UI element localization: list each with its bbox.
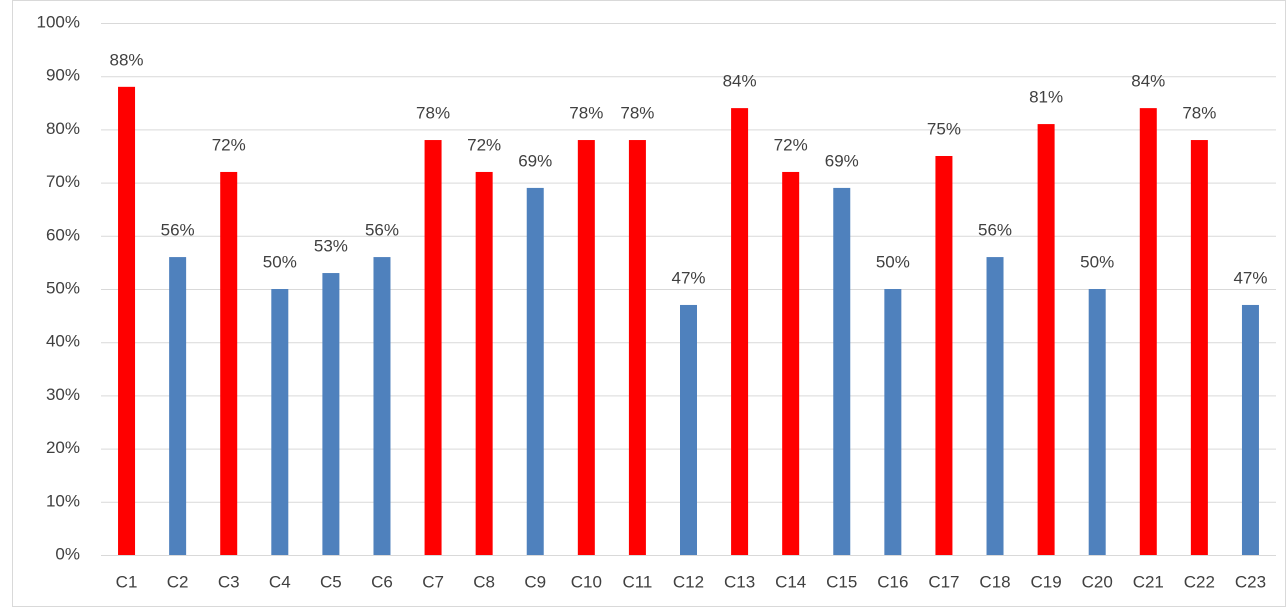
y-tick-label: 40% bbox=[46, 332, 80, 351]
bar bbox=[322, 273, 340, 555]
bar bbox=[1190, 140, 1208, 556]
x-tick-label: C18 bbox=[979, 572, 1010, 591]
x-tick-label: C17 bbox=[928, 572, 959, 591]
bar bbox=[628, 140, 646, 556]
x-tick-label: C11 bbox=[622, 572, 652, 591]
data-label: 78% bbox=[620, 104, 654, 123]
y-tick-label: 0% bbox=[55, 544, 80, 563]
bar bbox=[680, 304, 697, 555]
bar bbox=[884, 289, 902, 555]
bar bbox=[526, 187, 544, 556]
bar bbox=[986, 257, 1004, 555]
x-tick-label: C15 bbox=[826, 572, 857, 591]
x-tick-label: C7 bbox=[422, 572, 444, 591]
data-label: 78% bbox=[1182, 104, 1216, 123]
bar bbox=[169, 257, 187, 555]
y-tick-label: 30% bbox=[46, 385, 80, 404]
data-label: 88% bbox=[110, 50, 144, 69]
x-tick-label: C5 bbox=[320, 572, 342, 591]
x-tick-label: C16 bbox=[877, 572, 908, 591]
data-label: 78% bbox=[569, 104, 603, 123]
data-label: 72% bbox=[467, 135, 501, 154]
x-tick-label: C19 bbox=[1031, 572, 1062, 591]
y-tick-label: 10% bbox=[46, 491, 80, 510]
y-tick-label: 50% bbox=[46, 278, 80, 297]
data-label: 84% bbox=[723, 72, 757, 91]
y-tick-label: 80% bbox=[46, 119, 80, 138]
data-label: 69% bbox=[518, 151, 552, 170]
bar bbox=[220, 171, 238, 555]
bar bbox=[1241, 304, 1259, 555]
bar bbox=[271, 289, 289, 555]
bar bbox=[1037, 124, 1055, 555]
y-tick-label: 20% bbox=[46, 438, 80, 457]
x-tick-label: C2 bbox=[167, 572, 189, 591]
y-tick-label: 70% bbox=[46, 172, 80, 191]
x-tick-label: C13 bbox=[724, 572, 755, 591]
bar bbox=[118, 86, 136, 555]
y-tick-label: 90% bbox=[46, 66, 80, 85]
x-tick-label: C12 bbox=[673, 572, 704, 591]
bar bbox=[424, 140, 442, 556]
data-label: 81% bbox=[1029, 88, 1063, 107]
data-label: 78% bbox=[416, 104, 450, 123]
data-label: 47% bbox=[671, 268, 705, 287]
x-tick-label: C1 bbox=[116, 572, 138, 591]
data-label: 56% bbox=[161, 221, 195, 240]
x-tick-label: C9 bbox=[524, 572, 546, 591]
x-tick-label: C14 bbox=[775, 572, 806, 591]
x-tick-label: C10 bbox=[571, 572, 602, 591]
data-label: 50% bbox=[263, 252, 297, 271]
x-tick-label: C22 bbox=[1184, 572, 1215, 591]
bar bbox=[373, 257, 391, 555]
data-label: 72% bbox=[774, 135, 808, 154]
data-label: 69% bbox=[825, 151, 859, 170]
chart-border bbox=[12, 0, 1286, 607]
data-label: 47% bbox=[1233, 268, 1267, 287]
data-label: 84% bbox=[1131, 72, 1165, 91]
bar bbox=[1088, 289, 1106, 555]
x-tick-label: C20 bbox=[1082, 572, 1113, 591]
bar bbox=[475, 171, 493, 555]
bar bbox=[833, 187, 851, 556]
data-label: 56% bbox=[978, 221, 1012, 240]
data-label: 50% bbox=[1080, 252, 1114, 271]
bar bbox=[1139, 108, 1157, 556]
x-tick-label: C21 bbox=[1133, 572, 1164, 591]
bar bbox=[731, 108, 749, 556]
data-label: 72% bbox=[212, 135, 246, 154]
x-tick-label: C23 bbox=[1235, 572, 1266, 591]
bar bbox=[577, 140, 595, 556]
data-label: 50% bbox=[876, 252, 910, 271]
bar bbox=[935, 156, 953, 555]
bar bbox=[782, 171, 800, 555]
data-label: 75% bbox=[927, 119, 961, 138]
y-tick-label: 100% bbox=[37, 12, 80, 31]
data-label: 53% bbox=[314, 237, 348, 256]
x-tick-label: C3 bbox=[218, 572, 240, 591]
x-tick-label: C4 bbox=[269, 572, 291, 591]
data-label: 56% bbox=[365, 221, 399, 240]
y-tick-label: 60% bbox=[46, 225, 80, 244]
x-tick-label: C6 bbox=[371, 572, 393, 591]
x-tick-label: C8 bbox=[473, 572, 495, 591]
